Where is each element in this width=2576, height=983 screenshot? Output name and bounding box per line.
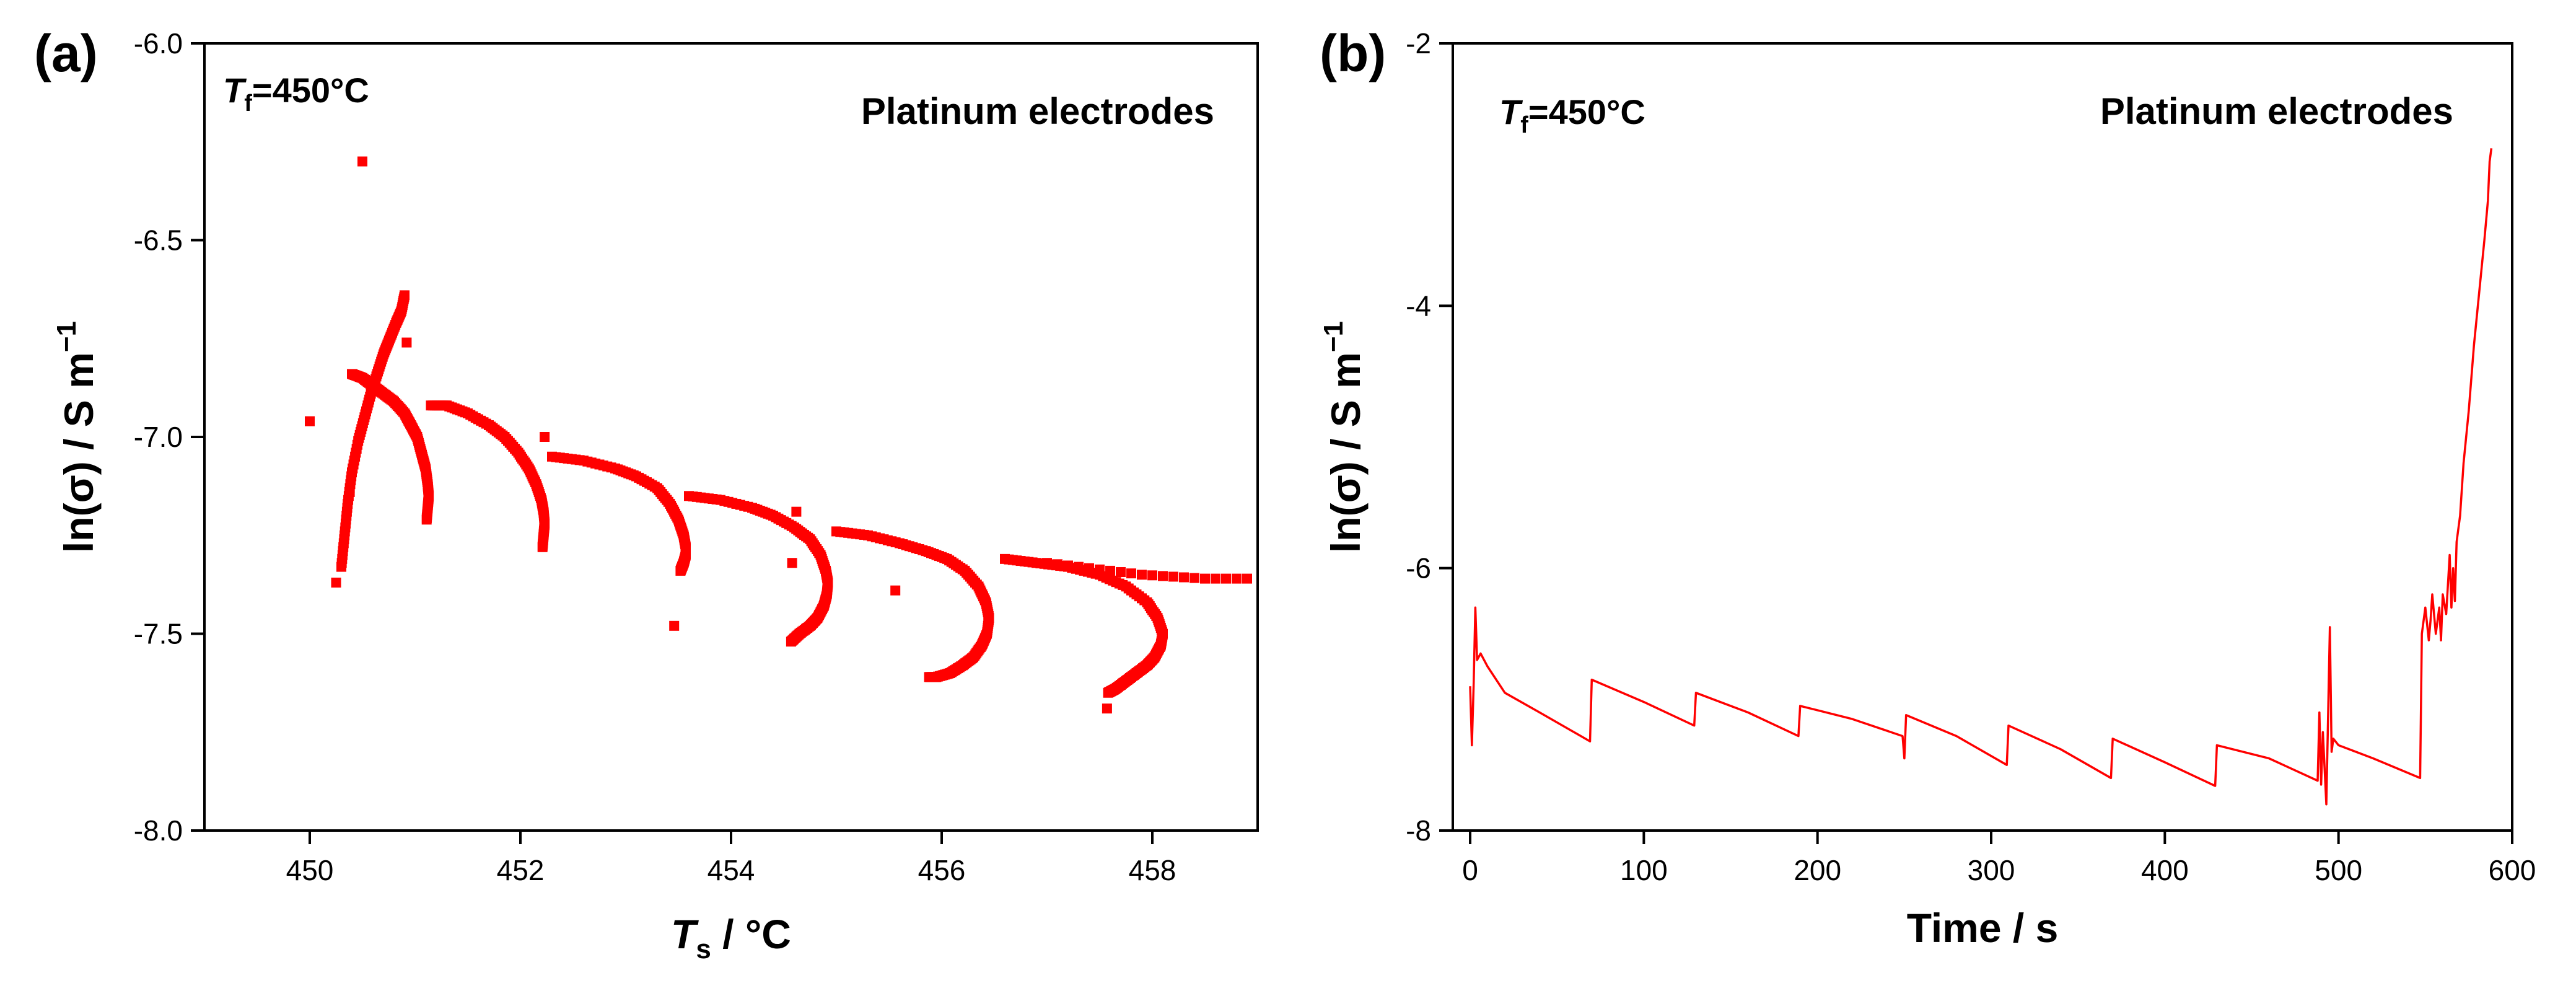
panel-a-label: (a)	[34, 24, 98, 82]
y-tick-label: -2	[1406, 27, 1431, 60]
scatter-point	[331, 577, 341, 588]
x-tick-label: 300	[1968, 854, 2015, 886]
panel-b-x-axis-label: Time / s	[1907, 905, 2059, 951]
scatter-point	[400, 290, 410, 301]
scatter-point	[1074, 562, 1084, 572]
x-tick-label: 452	[497, 854, 545, 886]
scatter-point	[786, 637, 796, 647]
x-tick-label: 600	[2489, 854, 2536, 886]
y-tick-label: -6.0	[134, 27, 183, 60]
x-tick-label: 456	[918, 854, 966, 886]
panel-b-title: Platinum electrodes	[2100, 90, 2453, 132]
scatter-point	[1242, 573, 1252, 584]
x-tick-label: 100	[1620, 854, 1668, 886]
y-tick-label: -4	[1406, 289, 1431, 322]
scatter-point	[890, 585, 901, 596]
scatter-point	[1137, 570, 1147, 580]
scatter-point	[537, 542, 548, 552]
scatter-point	[1189, 573, 1199, 583]
scatter-point	[1179, 572, 1189, 583]
x-tick-label: 500	[2315, 854, 2362, 886]
scatter-point	[1053, 559, 1062, 570]
scatter-point	[675, 565, 686, 576]
scatter-point	[1158, 571, 1168, 581]
y-tick-label: -8.0	[134, 814, 183, 847]
scatter-point	[1211, 573, 1220, 584]
x-tick-label: 454	[708, 854, 755, 886]
y-tick-label: -6.5	[134, 224, 183, 257]
scatter-point	[1116, 567, 1126, 578]
scatter-point	[1200, 573, 1210, 584]
x-tick-label: 400	[2141, 854, 2189, 886]
scatter-point	[1105, 565, 1115, 576]
panel-b-series-line	[1469, 148, 2493, 806]
x-tick-label: 450	[286, 854, 334, 886]
x-tick-label: 200	[1794, 854, 1841, 886]
scatter-point	[1084, 563, 1094, 573]
scatter-point	[305, 416, 315, 426]
scatter-point	[1063, 560, 1073, 571]
y-tick-label: -8	[1406, 814, 1431, 847]
scatter-point	[787, 558, 797, 568]
panel-a-x-axis-label: Ts / °C	[671, 911, 791, 964]
scatter-point	[344, 487, 355, 497]
scatter-point	[1147, 570, 1157, 581]
y-tick-label: -6	[1406, 552, 1431, 584]
scatter-point	[1095, 564, 1105, 575]
panel-a-data-points	[305, 156, 1252, 714]
panel-b: (b) 0 100 200 300 400 500 600 -8 -6 -4 -2 Tf=450°…	[1318, 24, 2536, 951]
scatter-point	[669, 620, 680, 631]
scatter-point	[401, 337, 412, 348]
scatter-point	[1103, 687, 1113, 698]
panel-b-label: (b)	[1320, 24, 1386, 82]
x-tick-label: 458	[1129, 854, 1176, 886]
scatter-point	[421, 514, 432, 525]
y-tick-label: -7.5	[134, 618, 183, 650]
panel-b-plot-frame	[1452, 42, 2513, 832]
y-tick-label: -7.0	[134, 421, 183, 453]
scatter-point	[1232, 573, 1242, 584]
panel-a-title: Platinum electrodes	[861, 90, 1214, 132]
panel-b-y-ticks: -8 -6 -4 -2	[1406, 27, 1453, 847]
scatter-point	[791, 506, 802, 517]
panel-b-y-axis-label: ln(σ) / S m−1	[1318, 321, 1369, 553]
panel-a-annotation: Tf=450°C	[223, 71, 369, 117]
panel-a: (a) 450 452 454 456 458 -8.0 -7.5 -7.0 -6.5 -6.0…	[34, 24, 1259, 964]
scatter-point	[1126, 568, 1136, 579]
scatter-point	[924, 672, 934, 682]
scatter-point	[1221, 573, 1231, 584]
scatter-point	[1042, 558, 1052, 568]
scatter-point	[1168, 571, 1178, 582]
panel-b-annotation: Tf=450°C	[1499, 92, 1645, 138]
x-tick-label: 0	[1462, 854, 1478, 886]
scatter-point	[357, 156, 367, 167]
panel-a-y-ticks: -8.0 -7.5 -7.0 -6.5 -6.0	[134, 27, 204, 847]
scatter-point	[1102, 703, 1112, 714]
panel-b-x-ticks: 0 100 200 300 400 500 600	[1462, 831, 2536, 886]
scatter-point	[540, 432, 550, 442]
panel-a-x-ticks: 450 452 454 456 458	[286, 831, 1176, 886]
panel-a-y-axis-label: ln(σ) / S m−1	[51, 321, 102, 553]
